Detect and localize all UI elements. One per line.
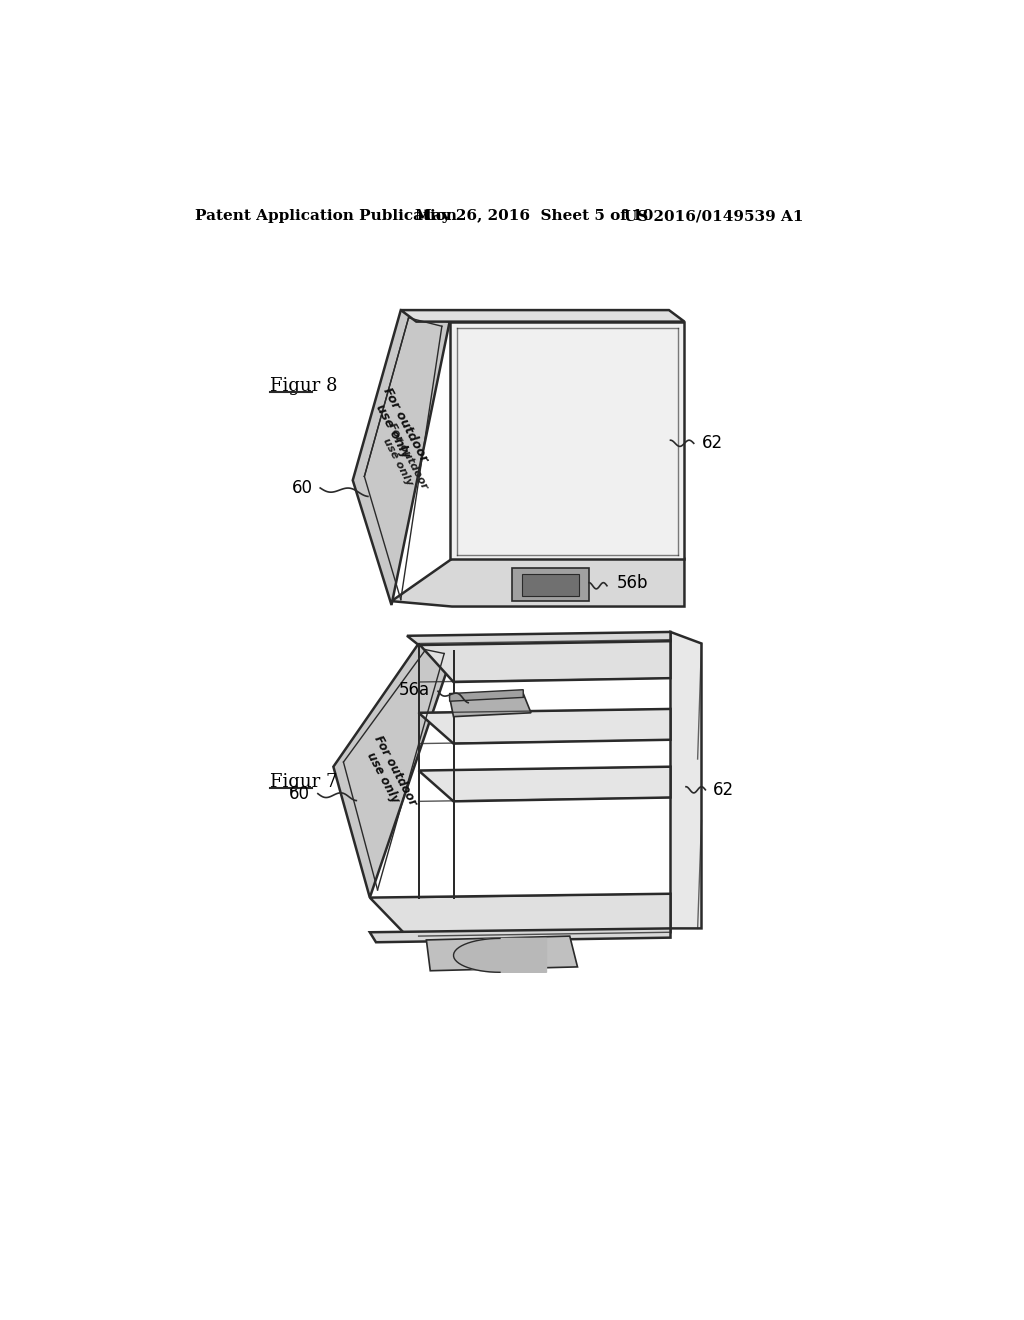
Polygon shape (352, 310, 450, 605)
Text: Figur 8: Figur 8 (270, 376, 337, 395)
Polygon shape (400, 310, 684, 322)
Polygon shape (370, 894, 671, 936)
Text: 62: 62 (701, 434, 723, 453)
Polygon shape (521, 574, 579, 595)
Polygon shape (450, 689, 523, 701)
Text: 56a: 56a (399, 681, 430, 698)
Polygon shape (419, 767, 671, 801)
Polygon shape (407, 632, 671, 645)
Text: For outdoor
use only: For outdoor use only (368, 385, 431, 471)
Text: May 26, 2016  Sheet 5 of 10: May 26, 2016 Sheet 5 of 10 (415, 209, 653, 223)
Polygon shape (419, 709, 671, 743)
Polygon shape (419, 640, 671, 682)
Polygon shape (450, 322, 684, 558)
Polygon shape (391, 558, 684, 607)
Polygon shape (334, 644, 454, 898)
Text: US 2016/0149539 A1: US 2016/0149539 A1 (624, 209, 804, 223)
Text: For outdoor
use only: For outdoor use only (358, 734, 420, 816)
Polygon shape (454, 939, 547, 973)
Polygon shape (512, 568, 589, 601)
Text: For outdoor
use only: For outdoor use only (377, 421, 430, 496)
Text: Figur 7: Figur 7 (270, 774, 337, 791)
Text: 56b: 56b (616, 574, 648, 593)
Text: 62: 62 (713, 781, 734, 799)
Polygon shape (450, 693, 531, 717)
Text: 60: 60 (289, 784, 310, 803)
Text: 60: 60 (292, 479, 312, 496)
Polygon shape (426, 936, 578, 970)
Text: Patent Application Publication: Patent Application Publication (196, 209, 458, 223)
Polygon shape (671, 632, 701, 928)
Polygon shape (370, 928, 671, 942)
